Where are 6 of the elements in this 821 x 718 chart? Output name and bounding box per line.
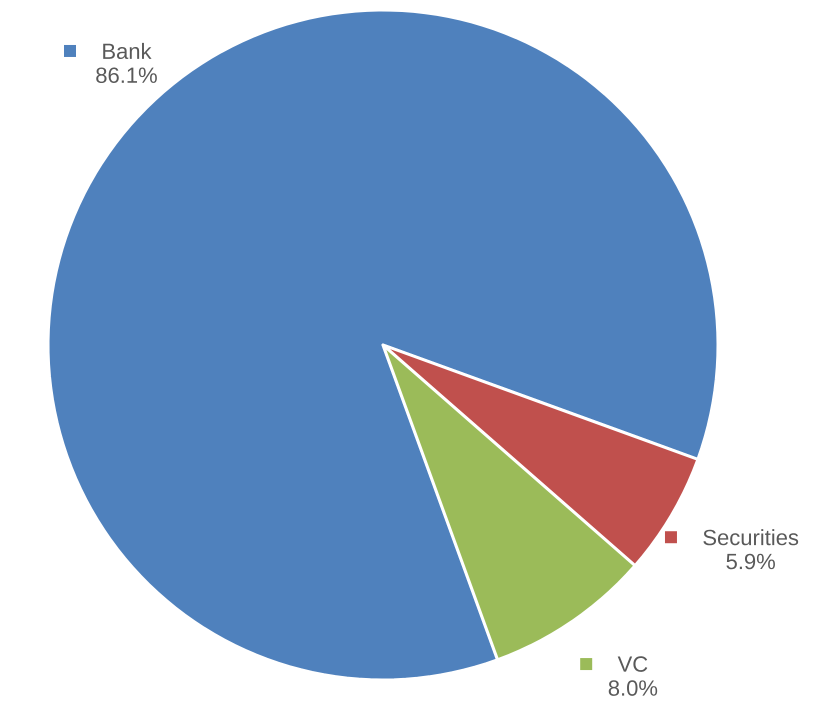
data-label: 8.0% — [608, 680, 658, 696]
legend-label: Securities — [703, 529, 798, 546]
data-label: 86.1% — [96, 67, 157, 84]
slice-label: Bank — [103, 42, 152, 60]
data-label: 5.9% — [726, 554, 775, 570]
legend-label: VC — [618, 656, 648, 672]
